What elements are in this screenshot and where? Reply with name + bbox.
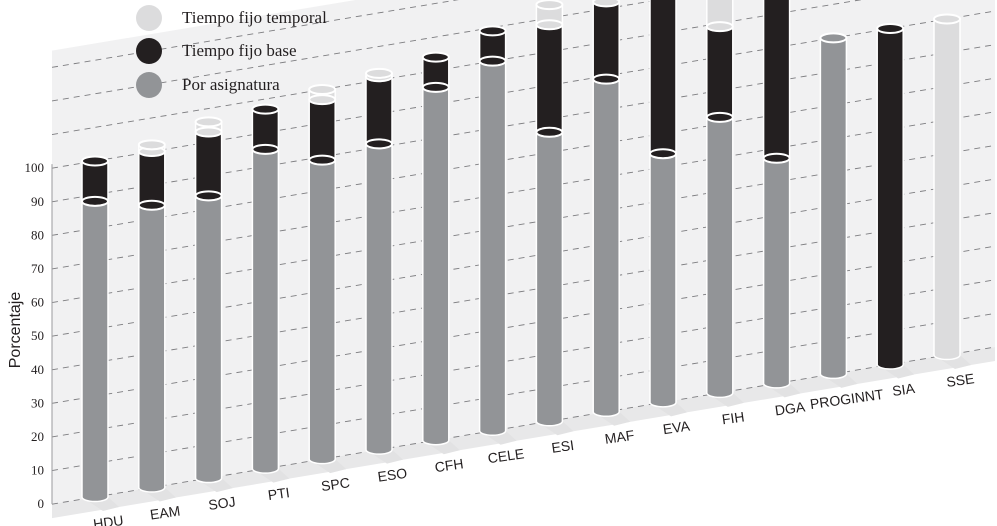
y-tick-label: 60 — [31, 295, 44, 310]
bar-segment — [819, 37, 848, 380]
bar-segment — [194, 195, 223, 484]
x-tick-label: CFH — [434, 455, 465, 475]
bar-top-cap — [819, 32, 848, 44]
bar-segment — [138, 204, 166, 493]
segment-divider — [478, 55, 507, 67]
bar-segment — [706, 0, 734, 32]
bar-segment — [706, 25, 734, 123]
bar-segment — [649, 0, 677, 159]
legend-item-asignatura: Por asignatura — [136, 70, 280, 100]
y-tick-label: 10 — [31, 463, 44, 478]
legend-label-temporal: Tiempo fijo temporal — [182, 8, 327, 27]
segment-divider — [308, 94, 337, 106]
x-tick-label: CELE — [487, 445, 525, 466]
bar-segment — [592, 1, 620, 85]
plot-floor — [52, 347, 995, 519]
segment-divider — [649, 148, 677, 160]
y-axis-title: Porcentaje — [7, 292, 24, 369]
segment-divider — [81, 195, 109, 207]
x-tick-label: ESI — [550, 437, 575, 456]
segment-divider — [705, 21, 734, 33]
bar-top-cap — [137, 139, 166, 151]
segment-divider — [194, 190, 223, 202]
y-tick-label: 90 — [31, 194, 44, 209]
segment-divider — [251, 143, 280, 155]
bar-top-cap — [365, 67, 393, 79]
segment-divider — [592, 0, 621, 8]
bar-top-cap — [308, 84, 337, 96]
segment-divider — [535, 19, 564, 31]
bar-top-cap — [933, 13, 961, 25]
y-tick-label: 80 — [31, 227, 44, 242]
bar-top-cap — [876, 22, 905, 34]
legend-label-base: Tiempo fijo base — [182, 41, 297, 60]
legend-swatch-temporal — [136, 5, 162, 31]
legend-item-temporal: Tiempo fijo temporal — [136, 3, 327, 33]
bar-segment — [535, 131, 564, 427]
legend-item-base: Tiempo fijo base — [136, 36, 297, 66]
gridline — [51, 0, 863, 136]
bar-segment — [762, 0, 791, 164]
x-tick-label: MAF — [604, 427, 636, 447]
y-tick-label: 70 — [31, 261, 44, 276]
bar-segment — [308, 159, 336, 465]
y-tick-label: 30 — [31, 395, 44, 410]
y-tick-label: 100 — [25, 160, 45, 175]
segment-divider — [762, 152, 791, 164]
bar-top-cap — [251, 103, 280, 115]
bar-segment — [251, 148, 280, 474]
bar-segment — [535, 24, 564, 138]
y-tick-label: 50 — [31, 328, 44, 343]
segment-divider — [592, 73, 621, 85]
legend-label-asignatura: Por asignatura — [182, 75, 280, 94]
segment-divider — [308, 154, 337, 166]
x-tick-label: EAM — [149, 503, 181, 523]
x-tick-label: ESO — [377, 465, 409, 485]
bar-top-cap — [535, 0, 564, 11]
x-tick-label: SPC — [320, 474, 351, 494]
bar-top-cap — [194, 116, 223, 128]
segment-divider — [421, 81, 450, 93]
gridline — [51, 0, 661, 102]
x-tick-label: SOJ — [207, 493, 236, 513]
bar-segment — [365, 75, 393, 150]
bar-top-cap — [81, 155, 109, 167]
y-tick-label: 40 — [31, 362, 44, 377]
x-tick-label: SSE — [945, 370, 975, 390]
plot-back-wall — [52, 0, 995, 505]
bar-segment — [649, 152, 677, 408]
bar-segment — [478, 60, 507, 436]
segment-divider — [705, 111, 734, 123]
x-tick-label: HDU — [92, 512, 124, 526]
y-tick-label: 20 — [31, 429, 44, 444]
bar-segment — [81, 200, 109, 503]
x-tick-label: FIH — [721, 408, 746, 427]
x-tick-label: SIA — [891, 380, 916, 399]
bar-segment — [194, 131, 223, 202]
segment-divider — [194, 126, 223, 138]
x-tick-label: DGA — [774, 398, 807, 418]
bar-segment — [592, 78, 620, 418]
segment-divider — [365, 138, 393, 150]
bar-segment — [706, 116, 734, 399]
bar-top-cap — [421, 51, 450, 63]
bar-segment — [876, 27, 904, 370]
x-tick-label: EVA — [662, 417, 692, 437]
legend-swatch-base — [136, 38, 162, 64]
bar-segment — [422, 86, 450, 446]
segment-divider — [137, 199, 166, 211]
bar-segment — [762, 157, 791, 389]
x-tick-label: PTI — [267, 484, 291, 503]
gridline — [51, 0, 459, 68]
legend-swatch-asignatura — [136, 72, 162, 98]
bar-segment — [933, 18, 961, 361]
bar-top-cap — [478, 25, 507, 37]
segment-divider — [535, 126, 564, 138]
bar-segment — [365, 143, 393, 455]
y-tick-label: 0 — [38, 496, 45, 511]
